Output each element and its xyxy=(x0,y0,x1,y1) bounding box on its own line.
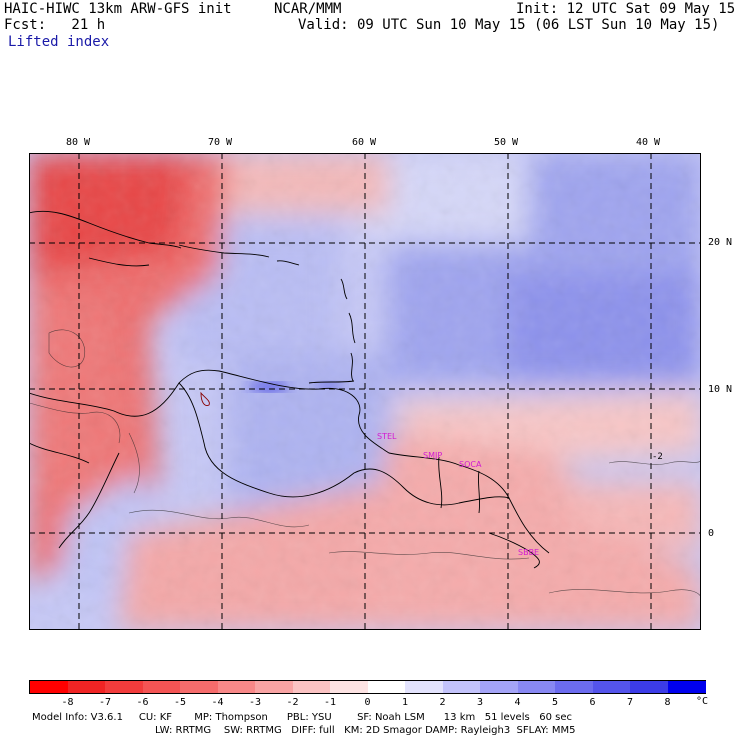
forecast-hour: Fcst: 21 h xyxy=(4,17,106,33)
colorbar-tick-label: -8 xyxy=(61,697,74,708)
colorbar-tick-label: -6 xyxy=(136,697,149,708)
colorbar-segment xyxy=(442,681,481,693)
colorbar-segment xyxy=(480,681,518,693)
colorbar-segment xyxy=(592,681,631,693)
colorbar-tick-label: 8 xyxy=(664,697,671,708)
lon-label-70w: 70 W xyxy=(208,137,233,148)
colorbar-tick-label: 7 xyxy=(626,697,634,708)
colorbar-tick-label: 2 xyxy=(439,697,446,708)
colorbar-tick-label: -1 xyxy=(323,697,337,708)
colorbar-segment xyxy=(180,681,218,693)
colorbar-segment xyxy=(405,681,443,693)
lat-label-20n: 20 N xyxy=(708,237,733,248)
colorbar-tick-label: -2 xyxy=(286,697,299,708)
model-info-line1: Model Info: V3.6.1 CU: KF MP: Thompson P… xyxy=(32,712,572,723)
colorbar-segment xyxy=(630,681,668,693)
colorbar-tick-label: -7 xyxy=(98,697,112,708)
field-texture xyxy=(29,153,701,630)
lat-lon-grid xyxy=(29,153,701,630)
lon-label-40w: 40 W xyxy=(636,137,661,148)
colorbar-tick-label: 4 xyxy=(514,697,521,708)
colorbar-segment xyxy=(142,681,181,693)
colorbar-tick-label: 1 xyxy=(401,697,409,708)
colorbar-segment xyxy=(255,681,293,693)
colorbar-tick-label: -5 xyxy=(173,697,187,708)
contour-label: -2 xyxy=(652,452,663,462)
colorbar-segment xyxy=(367,681,406,693)
model-title: HAIC-HIWC 13km ARW-GFS init xyxy=(4,1,232,17)
site-label-soca: SOCA xyxy=(459,460,482,469)
model-info-line2: LW: RRTMG SW: RRTMG DIFF: full KM: 2D Sm… xyxy=(155,725,576,736)
colorbar-tick-label: -4 xyxy=(211,697,224,708)
field-name: Lifted index xyxy=(8,34,110,50)
site-label-stel: STEL xyxy=(377,432,397,441)
lon-label-60w: 60 W xyxy=(352,137,377,148)
site-label-smjp: SMJP xyxy=(423,451,443,460)
colorbar-tick-label: -3 xyxy=(248,697,262,708)
colorbar-segment xyxy=(67,681,106,693)
lat-label-10n: 10 N xyxy=(708,384,733,395)
colorbar-segment xyxy=(330,681,368,693)
valid-time: Valid: 09 UTC Sun 10 May 15 (06 LST Sun … xyxy=(298,17,720,33)
lat-label-0: 0 xyxy=(708,528,715,539)
coastlines xyxy=(29,210,550,569)
strong-stability-patch xyxy=(249,383,289,391)
colorbar-tick-label: 5 xyxy=(551,697,559,708)
site-label-sbbe: SBBE xyxy=(518,548,540,557)
colorbar xyxy=(29,680,706,694)
colorbar-segment xyxy=(292,681,331,693)
init-time: Init: 12 UTC Sat 09 May 15 xyxy=(516,1,736,17)
colorbar-segment xyxy=(667,681,706,693)
colorbar-tick-label: 6 xyxy=(589,697,596,708)
colorbar-tick-label: 0 xyxy=(364,697,371,708)
strong-stability-patch-2 xyxy=(315,382,343,388)
colorbar-unit: °C xyxy=(696,696,709,707)
colorbar-tick-label: 3 xyxy=(476,697,484,708)
lon-label-80w: 80 W xyxy=(66,137,91,148)
colorbar-segment xyxy=(517,681,556,693)
org-label: NCAR/MMM xyxy=(274,1,342,17)
colorbar-segment xyxy=(105,681,143,693)
colorbar-segment xyxy=(30,681,68,693)
lifted-index-map[interactable] xyxy=(29,153,701,630)
colorbar-segment xyxy=(555,681,593,693)
map-frame xyxy=(29,153,701,630)
lon-label-50w: 50 W xyxy=(494,137,519,148)
colorbar-segment xyxy=(217,681,256,693)
